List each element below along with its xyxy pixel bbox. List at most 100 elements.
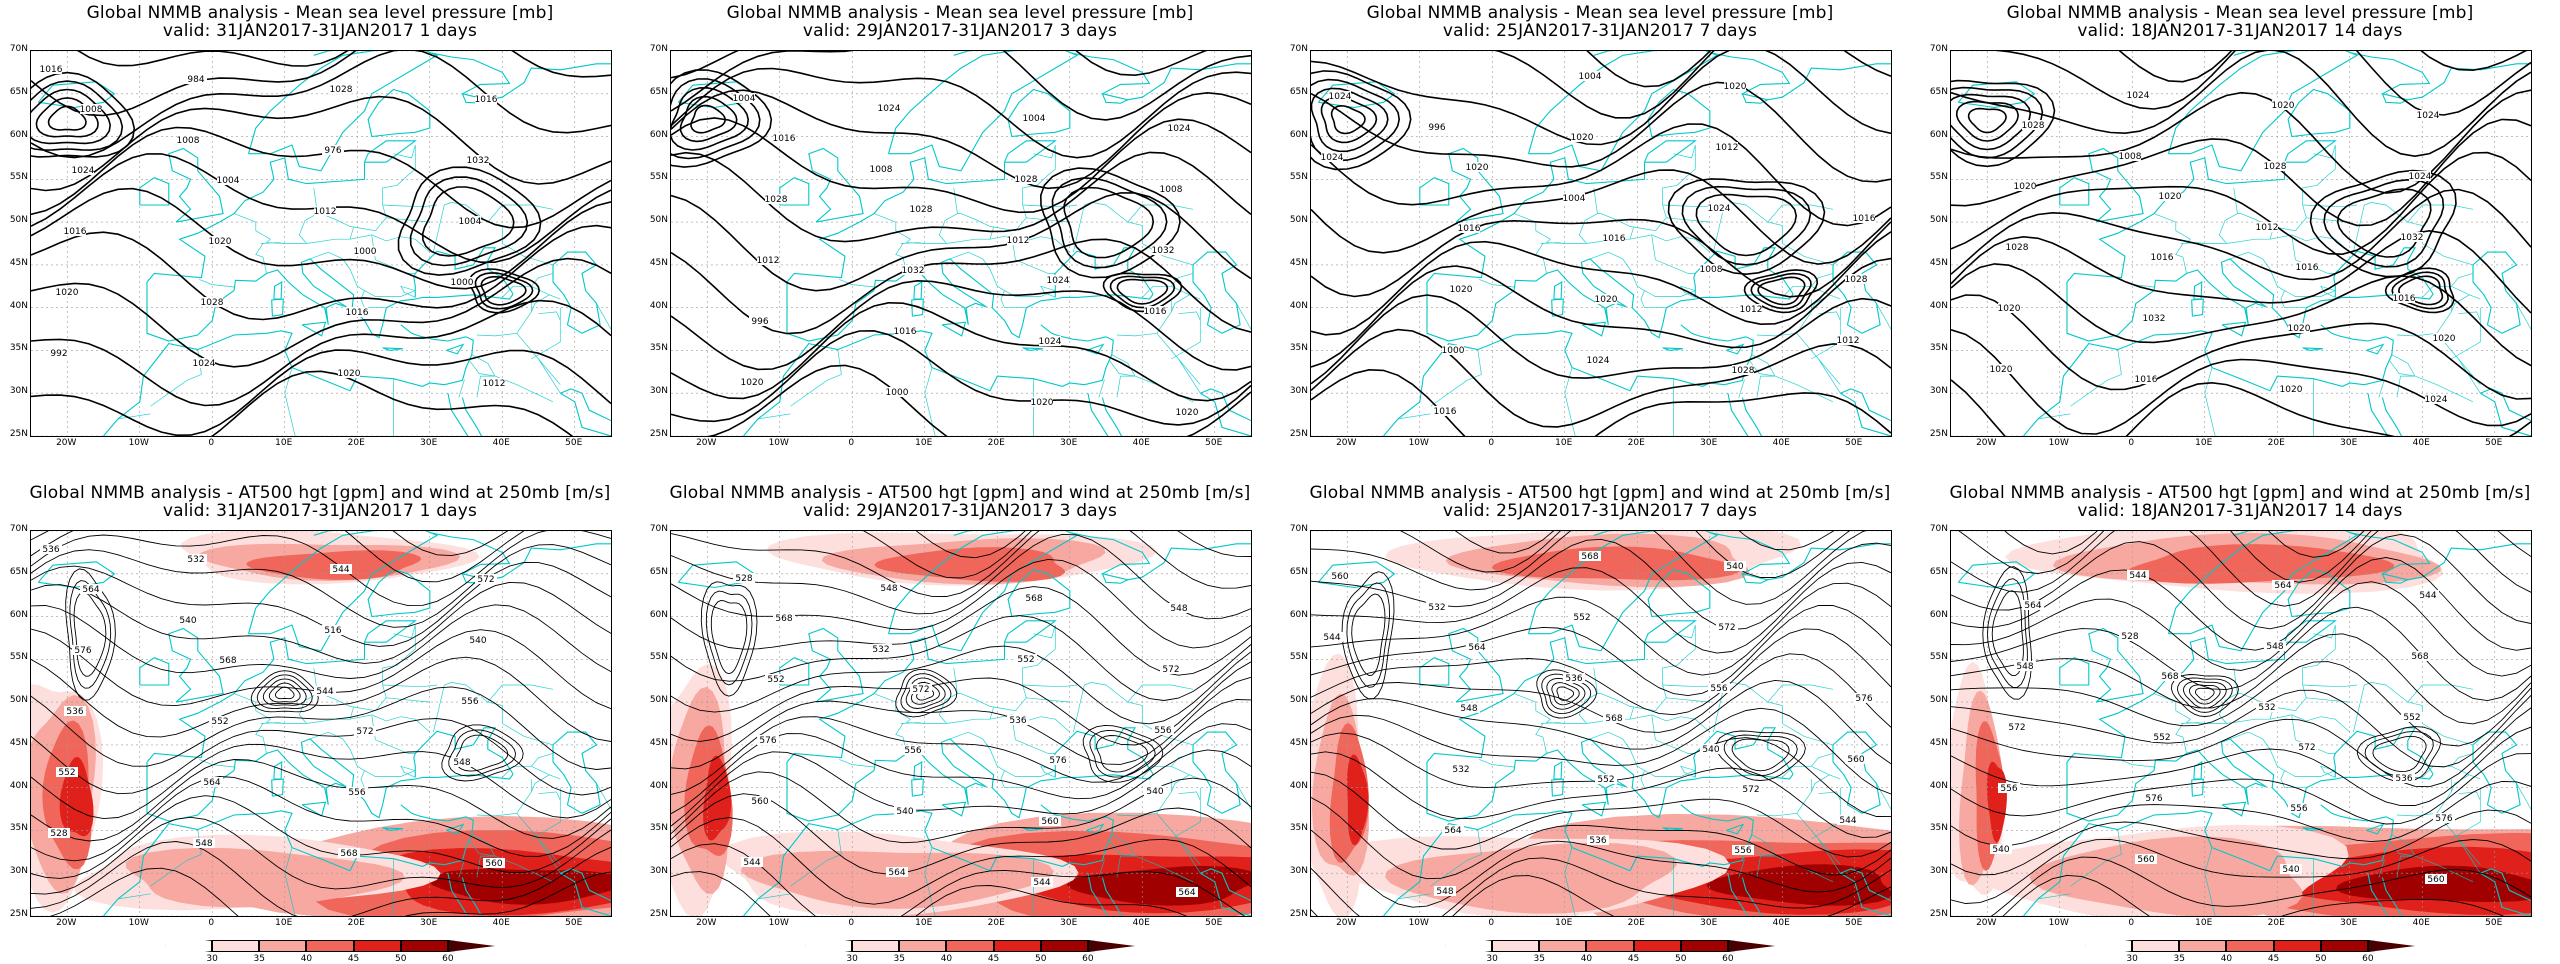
map-svg: 528 532 536 540 544 548 552 556 560 564 568 572 576 5… (1951, 531, 2531, 916)
contour-labels: 1004 1008 1012 1016 1020 1024 1028 1032 996 1000 1… (733, 93, 1199, 418)
label-background (209, 236, 231, 246)
lat-tick-label: 25N (1929, 909, 1948, 919)
isoline (671, 749, 1251, 827)
contour-label: 1016 (894, 327, 917, 337)
coastline (2233, 531, 2253, 536)
coastline (1086, 343, 1105, 355)
colorbar-tick-label: 45 (1627, 954, 1640, 964)
contour-label: 1016 (1434, 407, 1457, 417)
isoline (31, 544, 611, 628)
lat-tick-label: 45N (1929, 737, 1948, 748)
contour-label: 528 (735, 574, 752, 584)
contour-label: 1028 (2264, 162, 2287, 172)
label-background (56, 287, 78, 297)
lat-tick-label: 60N (1289, 609, 1308, 620)
country-border (1026, 217, 1070, 223)
country-border (1540, 722, 1565, 724)
country-border (1738, 379, 1745, 398)
contour-label: 1008 (1160, 185, 1183, 195)
closed-isoline (679, 95, 738, 143)
coastline (1101, 877, 1123, 916)
label-background (1434, 406, 1456, 416)
lon-tick-label: 0 (1488, 438, 1495, 448)
coastline (1709, 52, 1891, 101)
contour-label: 556 (348, 788, 365, 798)
coastline (461, 877, 483, 916)
wind-speed-region (1347, 754, 1369, 846)
panel-title: Global NMMB analysis - AT500 hgt [gpm] a… (1309, 483, 1891, 503)
coastline (2366, 823, 2385, 835)
isoline (31, 257, 611, 368)
closed-isoline (73, 591, 107, 677)
label-background (1168, 123, 1190, 133)
isoline (31, 743, 611, 820)
panel-title: Global NMMB analysis - Mean sea level pr… (86, 3, 554, 23)
contour-label: 1012 (1837, 336, 1860, 346)
map-frame: 532 536 540 544 548 552 556 560 564 568 572 576 532 5… (1310, 530, 1892, 917)
contour-label: 540 (896, 807, 913, 817)
closed-isoline (1695, 193, 1798, 257)
country-border (1236, 783, 1251, 810)
coastline (2167, 51, 2359, 172)
country-border (260, 242, 285, 244)
panel-subtitle: valid: 31JAN2017-31JAN2017 1 days (162, 21, 478, 41)
lat-tick-label: 45N (649, 257, 668, 268)
country-border (1818, 358, 1841, 385)
panel-subtitle: valid: 25JAN2017-31JAN2017 7 days (1442, 501, 1758, 521)
contour-label: 1024 (2127, 91, 2150, 101)
country-border (458, 379, 465, 398)
contour-label: 516 (324, 626, 341, 636)
lat-tick-label: 40N (1289, 300, 1308, 311)
contour-label: 540 (179, 616, 196, 626)
closed-isoline (274, 686, 295, 700)
coastline (446, 823, 465, 835)
isolines (671, 531, 1251, 916)
isoline (31, 51, 611, 159)
isoline (671, 67, 1251, 159)
wind-speed-region (1706, 864, 1891, 906)
lat-tick-label: 55N (9, 172, 28, 183)
label-background (2280, 864, 2302, 874)
coastline (779, 176, 810, 206)
lon-tick-label: 30E (420, 918, 438, 928)
label-background (2272, 580, 2294, 590)
coastline (413, 753, 416, 778)
lat-tick-label: 65N (1929, 566, 1948, 577)
lat-tick-label: 65N (649, 566, 668, 577)
lon-tick-label: 20W (696, 438, 717, 448)
coastline (2066, 258, 2434, 342)
isoline (1951, 809, 2531, 876)
label-background (177, 135, 199, 145)
closed-isoline (468, 268, 541, 314)
isoline (1311, 875, 1891, 916)
country-border (2180, 242, 2205, 244)
contour-label: 1024 (2425, 395, 2448, 405)
label-background (314, 686, 336, 696)
label-background (1023, 113, 1045, 123)
contour-label: 552 (58, 768, 75, 778)
coastline (1553, 761, 1563, 780)
country-border (1767, 684, 1834, 703)
label-background (80, 584, 102, 594)
coastline (382, 827, 403, 831)
country-border (2407, 684, 2474, 703)
label-background (2127, 90, 2149, 100)
lat-tick-label: 40N (1929, 780, 1948, 791)
isoline (671, 279, 1251, 371)
label-background (878, 103, 900, 113)
colorbar-swatch (1539, 940, 1587, 952)
coastline (2367, 393, 2389, 436)
colorbar-tick-label: 40 (940, 954, 953, 964)
map-panel: Global NMMB analysis - AT500 hgt [gpm] a… (1280, 480, 1920, 964)
lon-tick-label: 0 (2128, 918, 2135, 928)
country-border (953, 648, 1056, 712)
country-border (1535, 723, 1547, 754)
contour-label: 1024 (1708, 204, 1731, 214)
country-border (2218, 213, 2238, 244)
lon-tick-label: 50E (565, 438, 583, 448)
label-background (1990, 364, 2012, 374)
isoline (1311, 538, 1891, 630)
closed-isoline (1982, 566, 2032, 700)
coastline (552, 731, 601, 814)
label-background (72, 165, 94, 175)
